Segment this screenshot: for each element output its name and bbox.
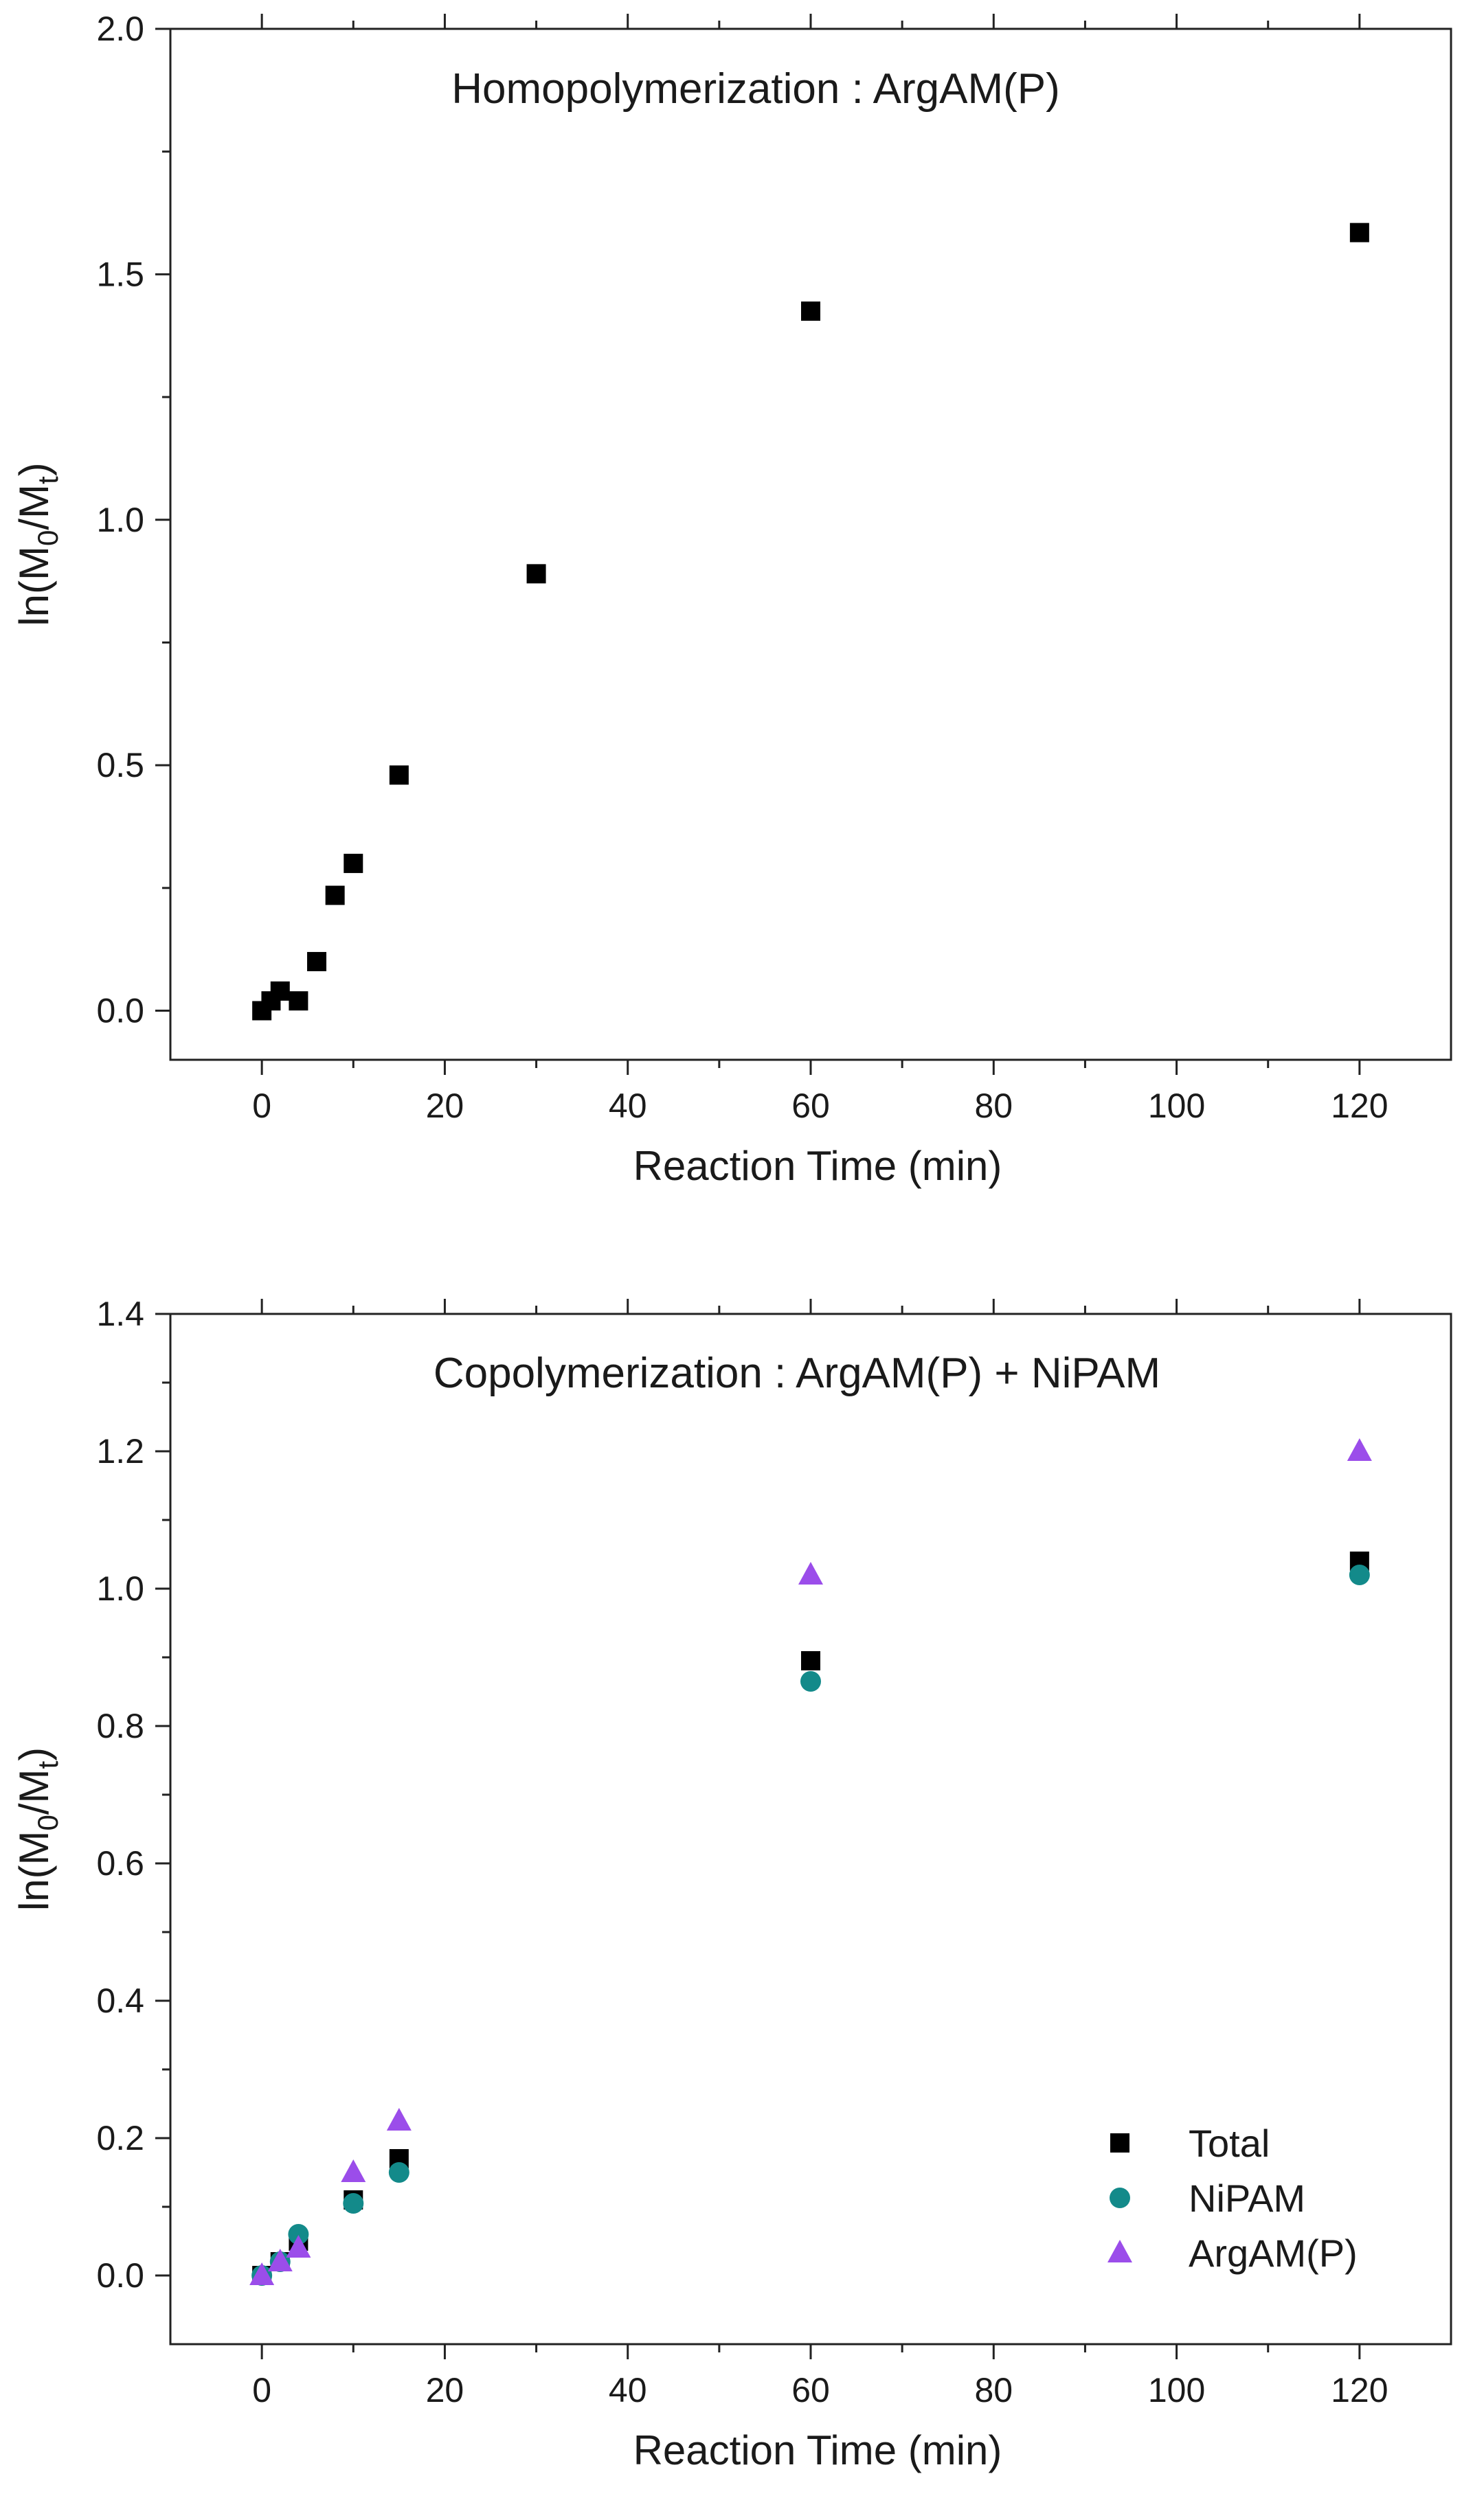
series-argam-p- <box>249 1438 1372 2285</box>
x-tick-label: 100 <box>1148 2371 1205 2409</box>
y-tick-label: 0.0 <box>96 992 144 1030</box>
series-total <box>252 1552 1369 2285</box>
data-point <box>286 2235 311 2258</box>
data-point <box>389 765 409 785</box>
plot-frame <box>169 27 1452 1061</box>
x-tick-label: 120 <box>1331 1087 1388 1125</box>
y-tick-label: 0.8 <box>96 1707 144 1745</box>
data-point <box>386 2108 412 2131</box>
legend-marker <box>1110 2188 1130 2208</box>
data-point <box>289 991 308 1011</box>
x-tick-label: 120 <box>1331 2371 1388 2409</box>
data-point <box>307 952 327 972</box>
y-tick-label: 0.0 <box>96 2256 144 2295</box>
data-point <box>344 854 363 874</box>
panel-title: Copolymerization : ArgAM(P) + NiPAM <box>434 1350 1160 1397</box>
x-tick-label: 80 <box>974 2371 1013 2409</box>
data-point <box>249 2262 275 2285</box>
data-point <box>270 981 290 1001</box>
data-point <box>341 2159 366 2182</box>
data-point <box>1349 223 1369 242</box>
y-axis-label: ln(M0/Mt) <box>11 462 64 626</box>
x-tick-label: 0 <box>252 2371 271 2409</box>
data-point <box>267 2249 293 2271</box>
data-point <box>343 2193 364 2214</box>
x-tick-label: 40 <box>609 1087 647 1125</box>
y-tick-label: 0.2 <box>96 2119 144 2157</box>
x-tick-label: 20 <box>426 1087 464 1125</box>
x-axis-label: Reaction Time (min) <box>633 1143 1002 1189</box>
y-tick-label: 0.6 <box>96 1844 144 1883</box>
y-tick-label: 0.4 <box>96 1982 144 2020</box>
y-tick-label: 1.0 <box>96 501 144 539</box>
y-tick-label: 1.4 <box>96 1295 144 1333</box>
x-tick-label: 80 <box>974 1087 1013 1125</box>
x-tick-label: 0 <box>252 1087 271 1125</box>
y-tick-label: 2.0 <box>96 10 144 48</box>
x-tick-label: 20 <box>426 2371 464 2409</box>
data-point <box>288 2224 309 2245</box>
series-data <box>252 223 1369 1021</box>
x-tick-label: 40 <box>609 2371 647 2409</box>
x-tick-label: 100 <box>1148 1087 1205 1125</box>
x-tick-label: 60 <box>791 1087 830 1125</box>
legend-label: NiPAM <box>1189 2177 1305 2220</box>
data-point <box>388 2162 409 2183</box>
legend-marker <box>1107 2240 1132 2262</box>
data-point <box>800 1671 821 1692</box>
data-point <box>1347 1438 1372 1461</box>
y-tick-label: 0.5 <box>96 746 144 784</box>
data-point <box>798 1562 823 1585</box>
panel-title: Homopolymerization : ArgAM(P) <box>451 65 1060 113</box>
data-point <box>1349 1565 1370 1585</box>
data-point <box>526 564 546 584</box>
legend: Total NiPAM ArgAM(P) <box>1107 2122 1358 2275</box>
y-tick-label: 1.2 <box>96 1432 144 1471</box>
data-point <box>801 301 820 321</box>
legend-label: ArgAM(P) <box>1189 2232 1358 2275</box>
legend-label: Total <box>1189 2122 1270 2165</box>
y-tick-label: 1.5 <box>96 255 144 293</box>
data-point <box>325 885 345 905</box>
x-axis-label: Reaction Time (min) <box>633 2427 1002 2473</box>
copolymerization-panel: 0 20 40 60 80 100 120 0.0 0.2 0.4 0.6 0.8 1.0 1.2 1.4 R… <box>11 1295 1452 2473</box>
x-tick-label: 60 <box>791 2371 830 2409</box>
legend-marker <box>1110 2133 1129 2153</box>
homopolymerization-panel: 0 20 40 60 80 100 120 0.0 0.5 1.0 1.5 2.0 Reaction T… <box>11 10 1452 1189</box>
y-axis-label: ln(M0/Mt) <box>11 1747 64 1911</box>
data-point <box>801 1651 820 1670</box>
y-tick-label: 1.0 <box>96 1569 144 1608</box>
